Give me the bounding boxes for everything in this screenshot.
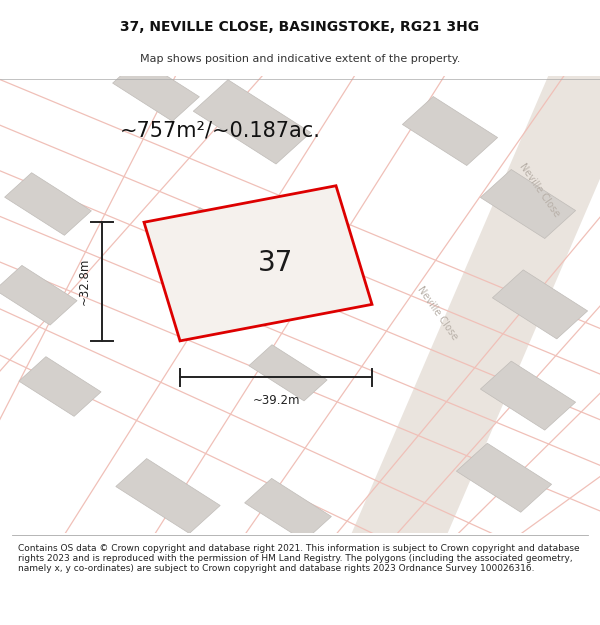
Text: 37: 37 (259, 249, 293, 278)
Polygon shape (144, 186, 372, 341)
Polygon shape (403, 96, 497, 166)
Text: 37, NEVILLE CLOSE, BASINGSTOKE, RG21 3HG: 37, NEVILLE CLOSE, BASINGSTOKE, RG21 3HG (121, 19, 479, 34)
Polygon shape (245, 478, 331, 541)
Polygon shape (493, 270, 587, 339)
Text: Map shows position and indicative extent of the property.: Map shows position and indicative extent… (140, 54, 460, 64)
Polygon shape (249, 345, 327, 401)
Polygon shape (177, 208, 255, 264)
Text: ~39.2m: ~39.2m (252, 394, 300, 407)
Text: Neville Close: Neville Close (518, 162, 562, 219)
Polygon shape (113, 59, 199, 121)
Polygon shape (5, 173, 91, 235)
Polygon shape (348, 67, 600, 542)
Polygon shape (481, 361, 575, 430)
Text: ~757m²/~0.187ac.: ~757m²/~0.187ac. (120, 121, 321, 141)
Polygon shape (0, 266, 77, 325)
Polygon shape (457, 443, 551, 512)
Text: Contains OS data © Crown copyright and database right 2021. This information is : Contains OS data © Crown copyright and d… (18, 544, 580, 573)
Polygon shape (193, 80, 311, 164)
Text: Neville Close: Neville Close (416, 285, 460, 342)
Polygon shape (481, 169, 575, 239)
Polygon shape (19, 357, 101, 416)
Polygon shape (116, 459, 220, 534)
Text: ~32.8m: ~32.8m (77, 258, 91, 305)
